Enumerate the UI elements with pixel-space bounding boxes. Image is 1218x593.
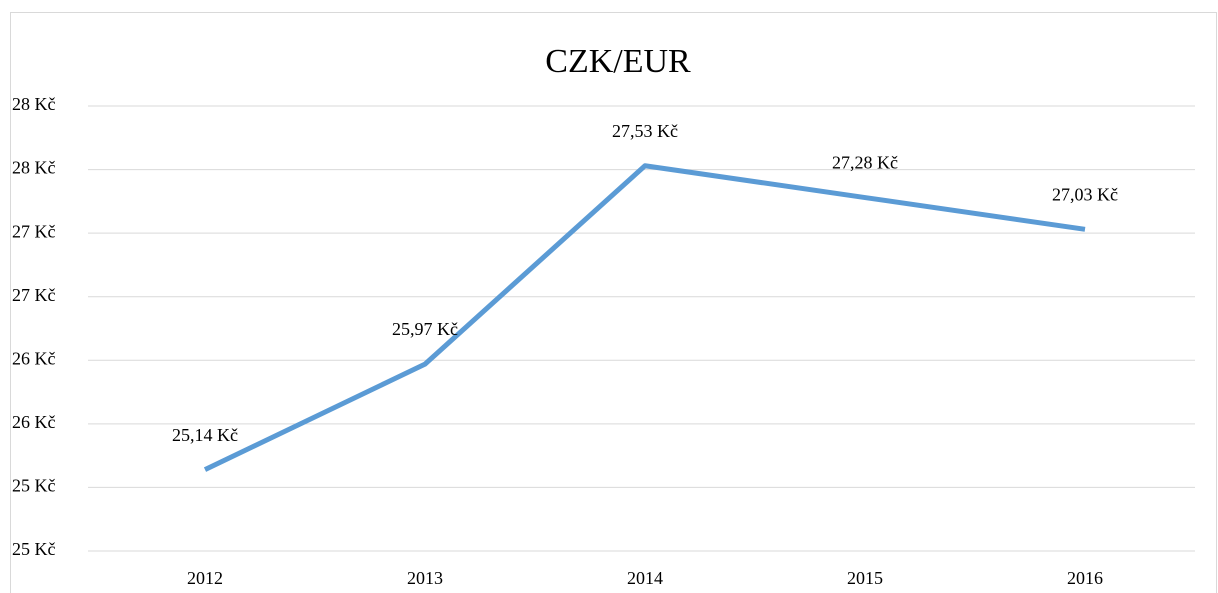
- chart-border: [10, 12, 1217, 593]
- y-tick-label: 25 Kč: [12, 476, 56, 496]
- data-label: 27,53 Kč: [612, 121, 678, 141]
- x-tick-label: 2012: [187, 568, 223, 588]
- chart-title: CZK/EUR: [545, 43, 691, 80]
- y-tick-label: 28 Kč: [12, 94, 56, 114]
- y-tick-label: 27 Kč: [12, 285, 56, 305]
- data-label: 25,14 Kč: [172, 425, 238, 445]
- x-tick-label: 2013: [407, 568, 443, 588]
- x-tick-label: 2016: [1067, 568, 1103, 588]
- line-series: [203, 163, 1086, 472]
- y-tick-label: 26 Kč: [12, 348, 56, 368]
- data-label: 25,97 Kč: [392, 319, 458, 339]
- x-tick-label: 2015: [847, 568, 883, 588]
- y-tick-label: 26 Kč: [12, 412, 56, 432]
- data-label: 27,28 Kč: [832, 153, 898, 173]
- y-tick-label: 28 Kč: [12, 158, 56, 178]
- x-tick-label: 2014: [627, 568, 663, 588]
- y-tick-label: 25 Kč: [12, 539, 56, 559]
- y-tick-label: 27 Kč: [12, 221, 56, 241]
- data-label: 27,03 Kč: [1052, 184, 1118, 204]
